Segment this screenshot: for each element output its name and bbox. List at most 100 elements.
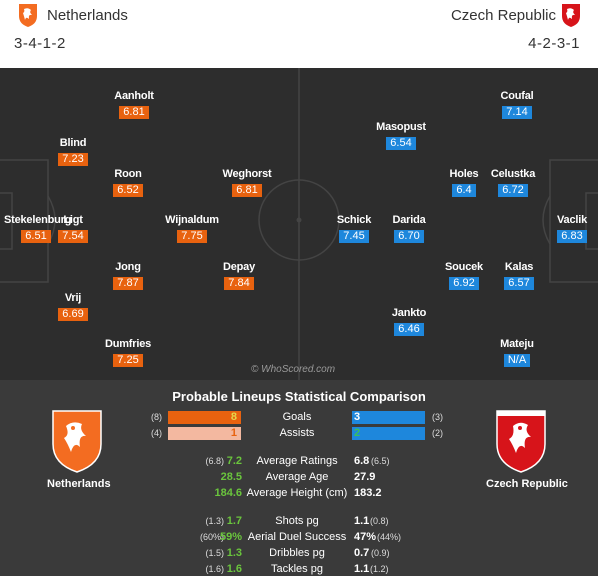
player-name: Darida <box>392 214 426 226</box>
player-darida[interactable]: Darida 6.70 <box>377 214 441 244</box>
player-aanholt[interactable]: Aanholt 6.81 <box>102 90 166 120</box>
statistical-comparison: Probable Lineups Statistical Comparison … <box>0 380 598 576</box>
player-rating: 6.83 <box>557 230 587 243</box>
away-formation: 4-2-3-1 <box>528 35 580 52</box>
home-team-name[interactable]: Netherlands <box>47 7 128 24</box>
away-prev: (0.8) <box>370 516 389 526</box>
player-mateju[interactable]: Mateju N/A <box>485 338 549 368</box>
netherlands-crest-icon[interactable] <box>17 2 39 28</box>
away-assists-value: 2 <box>354 427 361 439</box>
player-rating: 7.14 <box>502 106 532 119</box>
player-name: Jong <box>115 261 141 273</box>
player-rating: 6.81 <box>232 184 262 197</box>
czech-lion-crest-icon[interactable] <box>493 408 549 474</box>
away-value: 183.2 <box>354 487 382 499</box>
away-goals-previous: (3) <box>432 412 443 422</box>
player-masopust[interactable]: Masopust 6.54 <box>369 121 433 151</box>
player-rating: 6.70 <box>394 230 424 243</box>
player-rating: 7.87 <box>113 277 143 290</box>
comparison-title: Probable Lineups Statistical Comparison <box>172 389 426 404</box>
player-dumfries[interactable]: Dumfries 7.25 <box>96 338 160 368</box>
player-rating: N/A <box>503 354 531 367</box>
player-rating: 6.4 <box>452 184 476 197</box>
player-kalas[interactable]: Kalas 6.57 <box>487 261 551 291</box>
player-rating: 7.84 <box>224 277 254 290</box>
stat-label: Aerial Duel Success <box>247 531 347 543</box>
stat-row-dribbles: (1.5) 1.3 Dribbles pg 0.7 (0.9) <box>0 547 598 561</box>
player-rating: 7.25 <box>113 354 143 367</box>
stat-row-average-height: 184.6 Average Height (cm) 183.2 <box>0 487 598 501</box>
player-rating: 6.69 <box>58 308 88 321</box>
netherlands-lion-crest-icon[interactable] <box>49 408 105 474</box>
away-value: 27.9 <box>354 471 376 483</box>
stat-label: Average Age <box>265 471 329 483</box>
player-vaclik[interactable]: Vaclik 6.83 <box>540 214 598 244</box>
player-name: Soucek <box>445 261 483 273</box>
away-goals-bar <box>352 411 425 424</box>
player-rating: 7.45 <box>339 230 369 243</box>
player-name: Depay <box>222 261 256 273</box>
away-team-name[interactable]: Czech Republic <box>450 7 556 24</box>
player-name: Coufal <box>500 90 534 102</box>
pitch: Aanholt 6.81 Blind 7.23 Roon 6.52 Weghor… <box>0 68 598 380</box>
player-jong[interactable]: Jong 7.87 <box>96 261 160 291</box>
player-weghorst[interactable]: Weghorst 6.81 <box>215 168 279 198</box>
stat-label: Average Height (cm) <box>246 487 348 499</box>
player-rating: 6.57 <box>504 277 534 290</box>
stat-label: Shots pg <box>275 515 319 527</box>
player-name: Mateju <box>500 338 534 350</box>
player-vrij[interactable]: Vrij 6.69 <box>41 292 105 322</box>
player-rating: 6.54 <box>386 137 416 150</box>
player-celustka[interactable]: Celustka 6.72 <box>481 168 545 198</box>
player-rating: 6.46 <box>394 323 424 336</box>
player-rating: 6.52 <box>113 184 143 197</box>
home-value: 28.5 <box>220 471 242 483</box>
player-jankto[interactable]: Jankto 6.46 <box>377 307 441 337</box>
away-prev: (0.9) <box>371 548 390 558</box>
player-roon[interactable]: Roon 6.52 <box>96 168 160 198</box>
watermark: © WhoScored.com <box>251 364 336 375</box>
player-name: Aanholt <box>114 90 154 102</box>
away-assists-bar <box>352 427 425 440</box>
home-value: 59% <box>219 531 242 543</box>
czech-crest-icon[interactable] <box>560 2 582 28</box>
player-rating: 7.75 <box>177 230 207 243</box>
home-team-label[interactable]: Netherlands <box>47 478 111 490</box>
away-value: 0.7 <box>354 547 370 559</box>
stat-row-aerial-duel-success: (60%) 59% Aerial Duel Success 47% (44%) <box>0 531 598 545</box>
home-assists-previous: (4) <box>151 428 162 438</box>
home-prev: (6.8) <box>205 456 224 466</box>
home-goals-previous: (8) <box>151 412 162 422</box>
player-name: Weghorst <box>222 168 272 180</box>
away-value: 1.1 <box>354 563 370 575</box>
home-value: 1.6 <box>226 563 242 575</box>
player-ligt[interactable]: Ligt 7.54 <box>41 214 105 244</box>
player-coufal[interactable]: Coufal 7.14 <box>485 90 549 120</box>
player-name: Vaclik <box>557 214 587 226</box>
player-holes[interactable]: Holes 6.4 <box>432 168 496 198</box>
home-assists-value: 1 <box>230 427 237 439</box>
home-prev: (1.6) <box>205 564 224 574</box>
home-formation: 3-4-1-2 <box>14 35 66 52</box>
away-value: 6.8 <box>354 455 370 467</box>
stat-row-average-ratings: (6.8) 7.2 Average Ratings 6.8 (6.5) <box>0 455 598 469</box>
player-name: Jankto <box>391 307 427 319</box>
away-value: 47% <box>354 531 377 543</box>
player-rating: 6.92 <box>449 277 479 290</box>
stat-label: Average Ratings <box>256 455 338 467</box>
player-soucek[interactable]: Soucek 6.92 <box>432 261 496 291</box>
player-depay[interactable]: Depay 7.84 <box>207 261 271 291</box>
assists-label: Assists <box>279 427 315 439</box>
goals-row: (8) 8 Goals 3 (3) <box>0 411 598 424</box>
player-rating: 7.23 <box>58 153 88 166</box>
goals-label: Goals <box>282 411 312 423</box>
away-assists-previous: (2) <box>432 428 443 438</box>
player-stekelenburg[interactable]: Stekelenburg 6.51 <box>4 214 71 244</box>
player-name: Dumfries <box>104 338 152 350</box>
player-blind[interactable]: Blind 7.23 <box>41 137 105 167</box>
player-wijnaldum[interactable]: Wijnaldum 7.75 <box>160 214 224 244</box>
player-schick[interactable]: Schick 7.45 <box>322 214 386 244</box>
away-team-label[interactable]: Czech Republic <box>486 478 568 490</box>
player-name: Roon <box>114 168 142 180</box>
player-name: Schick <box>336 214 372 226</box>
